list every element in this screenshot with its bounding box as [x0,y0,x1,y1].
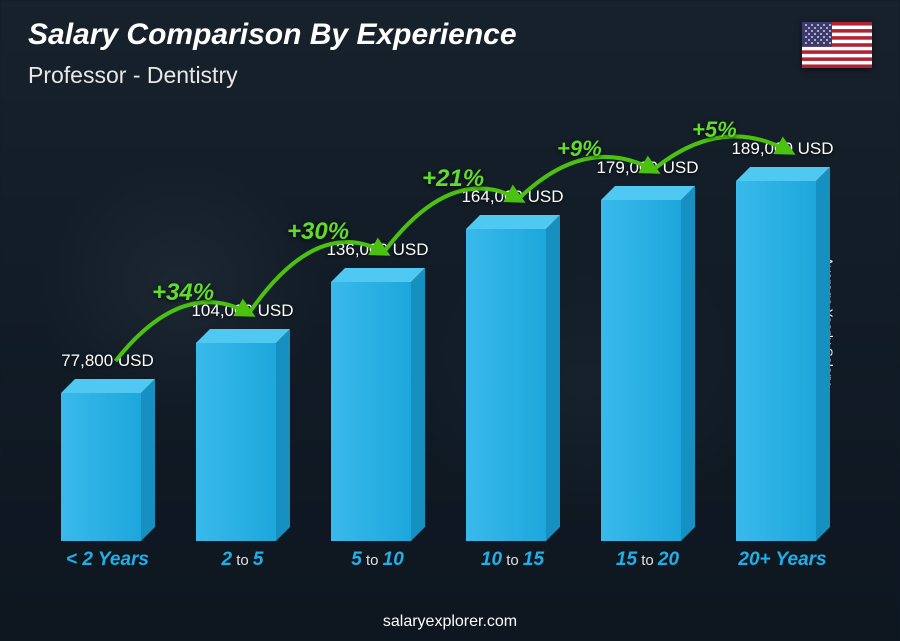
bar-top [61,379,155,393]
x-axis-label: 10 to 15 [443,549,583,571]
increase-pct-label: +34% [152,279,214,307]
bar-side [546,215,560,541]
increase-pct-label: +9% [557,136,602,162]
bar [196,343,290,541]
chart-subtitle: Professor - Dentistry [28,62,238,89]
bar-top [601,186,695,200]
bar [601,200,695,541]
bar [61,393,155,541]
increase-pct-label: +5% [692,117,737,143]
bar-value-label: 189,000 USD [731,139,833,159]
bar-side [411,268,425,541]
bar-front [61,393,141,541]
bar-front [601,200,681,541]
bar-top [196,329,290,343]
bar-column: 104,000 USD2 to 5 [175,120,310,541]
bar-front [331,282,411,541]
bar-top [736,167,830,181]
bar-side [276,329,290,541]
bar [736,181,830,541]
bar-side [816,167,830,541]
x-axis-label: < 2 Years [38,549,178,571]
bar-column: 179,000 USD15 to 20 [580,120,715,541]
x-axis-label: 15 to 20 [578,549,718,571]
x-axis-label: 2 to 5 [173,549,313,571]
bar-top [466,215,560,229]
x-axis-label: 20+ Years [713,549,853,571]
bar-side [141,379,155,541]
x-axis-label: 5 to 10 [308,549,448,571]
footer-credit: salaryexplorer.com [0,613,900,631]
bar-value-label: 179,000 USD [596,158,698,178]
bar-value-label: 77,800 USD [61,351,154,371]
bar [466,229,560,541]
increase-pct-label: +21% [422,165,484,193]
bar-column: 77,800 USD< 2 Years [40,120,175,541]
bar-top [331,268,425,282]
flag-icon [802,22,872,68]
chart-title: Salary Comparison By Experience [28,18,517,52]
chart-container: Salary Comparison By Experience Professo… [0,0,900,641]
bar-side [681,186,695,541]
bar-front [466,229,546,541]
increase-pct-label: +30% [287,218,349,246]
bar-chart: 77,800 USD< 2 Years104,000 USD2 to 5136,… [40,120,850,571]
bar [331,282,425,541]
bar-front [736,181,816,541]
bar-front [196,343,276,541]
bar-column: 189,000 USD20+ Years [715,120,850,541]
